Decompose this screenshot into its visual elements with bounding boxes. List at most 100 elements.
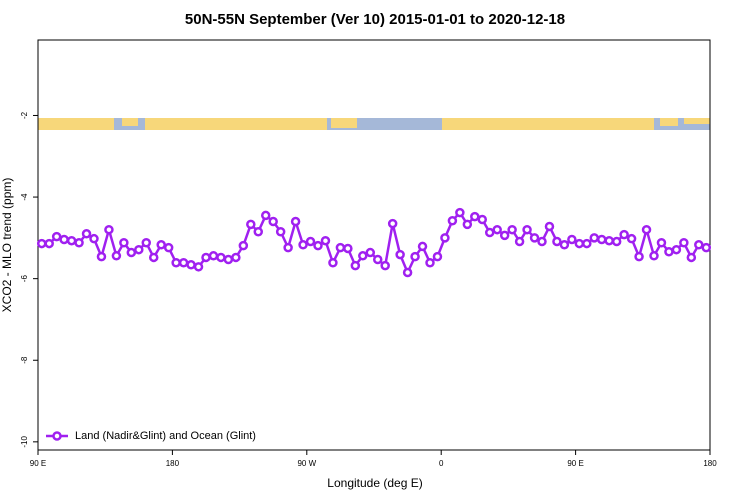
data-point: [74, 238, 84, 248]
data-point: [231, 252, 241, 263]
data-point: [298, 240, 308, 250]
data-point: [186, 260, 196, 270]
y-tick-label: -2: [20, 111, 29, 119]
data-point: [320, 235, 331, 246]
data-point: [171, 257, 181, 268]
data-point: [111, 251, 122, 261]
data-point: [634, 251, 644, 262]
data-point: [589, 233, 600, 243]
data-point: [387, 218, 398, 229]
data-point: [671, 244, 682, 255]
data-point: [104, 224, 114, 235]
x-tick-label: 90 E: [567, 459, 583, 468]
data-point: [649, 251, 659, 261]
data-point: [238, 240, 249, 251]
x-tick-label: 0: [439, 459, 444, 468]
data-point: [148, 252, 159, 263]
data-point: [350, 260, 361, 271]
chart-title: 50N-55N September (Ver 10) 2015-01-01 to…: [185, 11, 565, 28]
data-point: [514, 236, 525, 247]
data-point: [253, 226, 264, 237]
data-point: [134, 244, 144, 255]
x-tick-label: 180: [703, 459, 717, 468]
data-point: [470, 211, 480, 222]
data-point: [328, 257, 338, 268]
data-point: [574, 238, 585, 249]
data-point: [178, 257, 189, 268]
data-point: [529, 233, 540, 243]
data-point: [656, 238, 667, 248]
legend-label: Land (Nadir&Glint) and Ocean (Glint): [75, 430, 256, 442]
data-point: [96, 251, 107, 262]
x-tick-label: 90 W: [297, 459, 316, 468]
data-point: [410, 251, 420, 262]
data-point: [305, 236, 316, 247]
data-point: [66, 235, 77, 246]
data-point: [604, 235, 614, 246]
data-point: [567, 234, 577, 245]
data-point: [163, 242, 174, 253]
data-point: [119, 238, 129, 248]
data-point: [596, 234, 607, 245]
data-point: [455, 207, 465, 218]
y-axis-label: XCO2 - MLO trend (ppm): [0, 178, 14, 313]
data-point: [260, 210, 271, 221]
data-point: [425, 257, 435, 268]
data-point: [283, 242, 293, 253]
data-point: [290, 216, 301, 227]
data-point: [641, 224, 652, 235]
data-point: [462, 219, 473, 230]
data-point: [193, 262, 204, 272]
data-point: [686, 252, 697, 263]
data-point: [44, 238, 54, 249]
data-point: [216, 252, 226, 263]
data-point: [358, 251, 368, 261]
y-tick-label: -4: [20, 193, 29, 201]
data-point: [679, 238, 689, 248]
data-point: [335, 242, 346, 253]
data-point: [582, 238, 592, 249]
data-point: [537, 236, 547, 247]
data-point: [701, 242, 712, 253]
data-point: [402, 267, 413, 278]
data-point: [89, 233, 99, 244]
data-point: [477, 214, 488, 225]
data-point: [365, 247, 376, 258]
data-point: [499, 230, 510, 241]
data-point: [313, 240, 323, 251]
data-point: [246, 219, 256, 230]
data-point: [141, 238, 152, 248]
data-point: [417, 241, 428, 252]
data-point: [507, 224, 517, 235]
data-point: [432, 251, 443, 262]
data-point: [208, 251, 219, 261]
data-point: [626, 233, 637, 244]
data-point: [59, 234, 69, 245]
data-point: [694, 240, 704, 250]
y-tick-label: -10: [20, 436, 29, 448]
data-point: [81, 229, 92, 239]
data-point: [156, 240, 166, 250]
data-point: [36, 238, 47, 249]
data-point: [380, 260, 390, 271]
data-point: [372, 254, 383, 265]
data-point: [395, 249, 405, 260]
data-point: [440, 233, 450, 243]
data-point: [447, 215, 458, 226]
data-point: [126, 247, 137, 258]
data-point: [522, 224, 532, 235]
y-tick-label: -8: [20, 356, 29, 364]
legend-marker: [52, 431, 62, 441]
x-tick-label: 180: [166, 459, 180, 468]
data-point: [51, 231, 62, 242]
data-point: [552, 236, 562, 247]
x-axis-label: Longitude (deg E): [327, 476, 422, 490]
y-tick-label: -6: [20, 275, 29, 283]
data-point: [619, 229, 629, 240]
data-point: [544, 221, 555, 232]
data-point: [201, 252, 211, 263]
x-tick-label: 90 E: [30, 459, 46, 468]
data-point: [343, 243, 353, 254]
data-point: [559, 240, 570, 250]
